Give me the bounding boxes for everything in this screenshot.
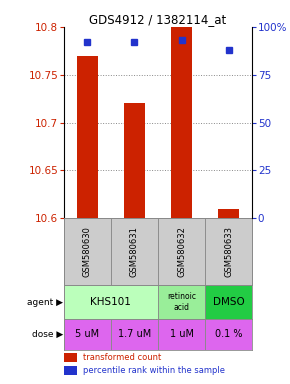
Text: retinoic
acid: retinoic acid bbox=[167, 292, 196, 312]
Bar bbox=[124, 103, 145, 218]
Text: dose ▶: dose ▶ bbox=[32, 330, 63, 339]
Text: KHS101: KHS101 bbox=[90, 297, 131, 307]
Text: GSM580631: GSM580631 bbox=[130, 227, 139, 277]
Text: GSM580633: GSM580633 bbox=[224, 226, 233, 277]
Bar bbox=[205, 218, 252, 285]
Bar bbox=[77, 56, 98, 218]
Bar bbox=[205, 285, 252, 319]
Bar bbox=[111, 218, 158, 285]
Bar bbox=[158, 285, 205, 319]
Text: percentile rank within the sample: percentile rank within the sample bbox=[83, 366, 225, 375]
Text: agent ▶: agent ▶ bbox=[27, 298, 63, 306]
Bar bbox=[218, 209, 239, 218]
Bar bbox=[64, 366, 77, 375]
Text: GSM580630: GSM580630 bbox=[83, 227, 92, 277]
Bar bbox=[64, 353, 77, 362]
Bar bbox=[64, 285, 158, 319]
Text: 1.7 uM: 1.7 uM bbox=[118, 329, 151, 339]
Bar bbox=[171, 27, 192, 218]
Text: transformed count: transformed count bbox=[83, 353, 161, 362]
Bar bbox=[111, 319, 158, 350]
Text: 5 uM: 5 uM bbox=[75, 329, 99, 339]
Text: DMSO: DMSO bbox=[213, 297, 244, 307]
Text: 0.1 %: 0.1 % bbox=[215, 329, 242, 339]
Text: GSM580632: GSM580632 bbox=[177, 227, 186, 277]
Bar bbox=[64, 319, 111, 350]
Bar bbox=[205, 319, 252, 350]
Bar bbox=[158, 218, 205, 285]
Bar bbox=[64, 218, 111, 285]
Title: GDS4912 / 1382114_at: GDS4912 / 1382114_at bbox=[89, 13, 227, 26]
Bar bbox=[158, 319, 205, 350]
Text: 1 uM: 1 uM bbox=[170, 329, 194, 339]
